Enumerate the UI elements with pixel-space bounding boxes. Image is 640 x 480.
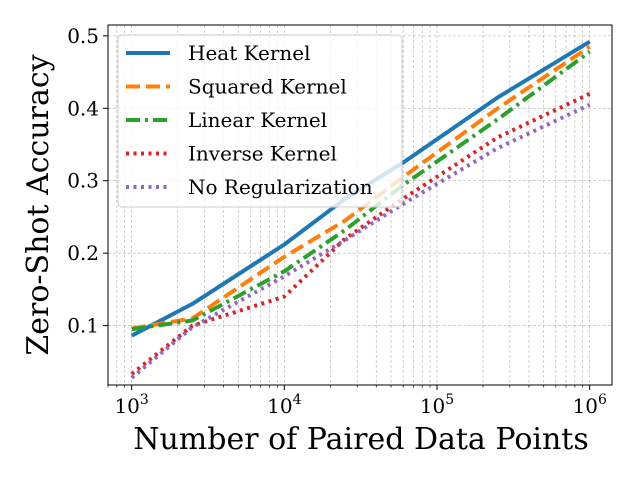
legend-box — [117, 34, 403, 208]
x-tick-label: 104 — [267, 392, 301, 418]
series-line-inverse-kernel — [130, 91, 591, 376]
x-tick-label: 103 — [114, 392, 148, 418]
y-tick-label: 0.3 — [67, 169, 99, 193]
axis-ticks: 0.1 0.2 0.3 0.4 0.5 103 104 105 106 — [67, 24, 607, 418]
legend-label: Linear Kernel — [188, 108, 327, 132]
legend: Heat Kernel Squared Kernel Linear Kernel In… — [117, 34, 403, 208]
plot-frame — [107, 24, 613, 386]
y-tick-label: 0.2 — [67, 241, 99, 265]
x-tick-label: 105 — [420, 392, 454, 418]
y-tick-label: 0.1 — [67, 314, 99, 338]
y-tick-label: 0.4 — [67, 96, 99, 120]
y-axis-label: Zero-Shot Accuracy — [21, 54, 56, 355]
legend-label: No Regularization — [188, 175, 373, 199]
series-line-linear-kernel — [131, 50, 591, 332]
x-axis-label: Number of Paired Data Points — [133, 422, 589, 457]
legend-label: Squared Kernel — [188, 75, 347, 99]
legend-label: Heat Kernel — [188, 41, 311, 65]
x-tick-label: 106 — [573, 392, 607, 418]
y-tick-label: 0.5 — [67, 24, 99, 48]
legend-label: Inverse Kernel — [188, 142, 337, 166]
